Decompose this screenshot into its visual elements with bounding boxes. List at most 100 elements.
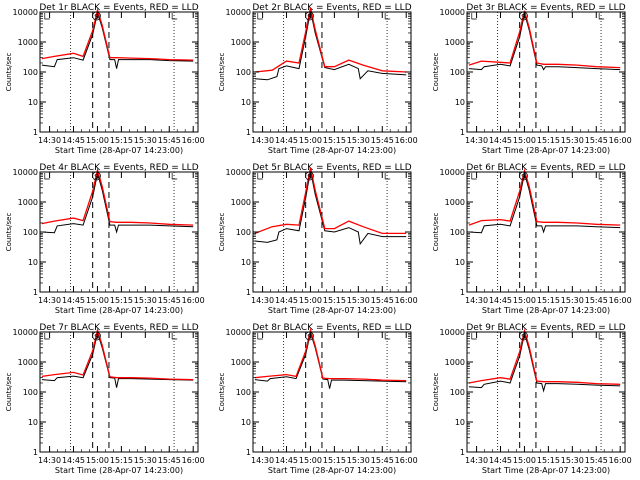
x-tick-label: 15:15	[537, 136, 560, 145]
x-axis-label: Start Time (28-Apr-07 14:23:00)	[268, 466, 396, 475]
marker-label: S	[521, 333, 526, 341]
time-bracket-mark	[598, 13, 605, 20]
y-tick-label: 10	[28, 258, 38, 267]
marker-label: S	[521, 13, 526, 21]
x-tick-label: 15:45	[158, 296, 181, 305]
y-tick-label: 10	[455, 418, 465, 427]
x-tick-label: 16:00	[609, 456, 632, 465]
y-tick-label: 10000	[13, 168, 38, 177]
x-tick-label: 15:30	[347, 296, 370, 305]
lld-series-line	[254, 167, 407, 235]
x-tick-label: 16:00	[609, 296, 632, 305]
y-axis-label: Counts/sec	[432, 213, 440, 252]
x-tick-label: 15:00	[86, 136, 109, 145]
panel-title: Det 7r BLACK = Events, RED = LLD	[39, 323, 198, 333]
y-tick-label: 1000	[231, 198, 251, 207]
x-tick-label: 14:45	[275, 456, 298, 465]
panel-title: Det 2r BLACK = Events, RED = LLD	[252, 3, 411, 13]
x-tick-label: 15:45	[371, 296, 394, 305]
x-tick-label: 16:00	[609, 136, 632, 145]
y-tick-label: 10000	[226, 168, 251, 177]
y-axis-label: Counts/sec	[218, 213, 226, 252]
panel-title: Det 9r BLACK = Events, RED = LLD	[466, 323, 625, 333]
x-axis-label: Start Time (28-Apr-07 14:23:00)	[268, 306, 396, 315]
x-tick-label: 15:45	[585, 296, 608, 305]
y-tick-label: 10	[455, 98, 465, 107]
y-axis-label: Counts/sec	[5, 373, 13, 412]
y-tick-label: 10	[28, 418, 38, 427]
y-tick-label: 1	[460, 288, 465, 297]
x-tick-label: 15:30	[561, 136, 584, 145]
y-tick-label: 1	[33, 448, 38, 457]
y-tick-label: 100	[450, 388, 465, 397]
time-bracket-mark	[257, 333, 263, 340]
x-axis-label: Start Time (28-Apr-07 14:23:00)	[482, 306, 610, 315]
time-bracket-mark	[598, 333, 605, 340]
marker-label: S	[94, 173, 99, 181]
x-tick-label: 15:30	[347, 136, 370, 145]
y-axis-label: Counts/sec	[5, 53, 13, 92]
x-tick-label: 15:15	[537, 456, 560, 465]
y-axis-label: Counts/sec	[218, 53, 226, 92]
time-bracket-mark	[44, 13, 50, 20]
y-tick-label: 1	[33, 288, 38, 297]
panel-title: Det 8r BLACK = Events, RED = LLD	[252, 323, 411, 333]
y-tick-label: 10000	[226, 8, 251, 17]
x-tick-label: 16:00	[182, 296, 205, 305]
x-tick-label: 14:45	[275, 136, 298, 145]
x-tick-label: 14:30	[38, 456, 61, 465]
y-tick-label: 1000	[445, 198, 465, 207]
y-tick-label: 10000	[226, 328, 251, 337]
y-tick-label: 1	[246, 128, 251, 137]
lld-series-line	[41, 7, 194, 61]
y-axis-label: Counts/sec	[5, 213, 13, 252]
marker-label: S	[307, 13, 312, 21]
marker-label: S	[307, 333, 312, 341]
x-tick-label: 15:30	[134, 456, 157, 465]
x-tick-label: 15:15	[323, 136, 346, 145]
y-tick-label: 100	[236, 228, 251, 237]
time-bracket-mark	[257, 173, 263, 180]
y-tick-label: 1	[460, 448, 465, 457]
panel-title: Det 6r BLACK = Events, RED = LLD	[466, 163, 625, 173]
x-tick-label: 15:45	[371, 136, 394, 145]
x-tick-label: 15:00	[86, 456, 109, 465]
events-series-line	[41, 173, 194, 234]
x-tick-label: 14:30	[465, 296, 488, 305]
x-tick-label: 15:15	[537, 296, 560, 305]
events-series-line	[468, 173, 621, 234]
x-tick-label: 14:45	[489, 136, 512, 145]
lld-series-line	[254, 7, 407, 73]
y-tick-label: 100	[450, 68, 465, 77]
y-tick-label: 10	[241, 98, 251, 107]
time-bracket-mark	[384, 173, 391, 180]
y-tick-label: 1000	[18, 198, 38, 207]
x-tick-label: 14:45	[489, 456, 512, 465]
y-axis-label: Counts/sec	[432, 53, 440, 92]
panel-title: Det 1r BLACK = Events, RED = LLD	[39, 3, 198, 13]
x-tick-label: 16:00	[182, 456, 205, 465]
x-tick-label: 15:00	[299, 136, 322, 145]
y-tick-label: 100	[236, 68, 251, 77]
x-tick-label: 15:00	[513, 136, 536, 145]
x-tick-label: 15:15	[323, 296, 346, 305]
y-tick-label: 100	[23, 68, 38, 77]
time-bracket-mark	[471, 13, 477, 20]
x-tick-label: 14:45	[62, 136, 85, 145]
panel-title: Det 4r BLACK = Events, RED = LLD	[39, 163, 198, 173]
y-tick-label: 10000	[440, 8, 465, 17]
x-tick-label: 15:15	[110, 296, 133, 305]
x-tick-label: 16:00	[395, 456, 418, 465]
x-tick-label: 16:00	[395, 136, 418, 145]
x-tick-label: 15:00	[513, 456, 536, 465]
marker-label: S	[94, 13, 99, 21]
time-bracket-mark	[257, 13, 263, 20]
y-tick-label: 10	[455, 258, 465, 267]
x-tick-label: 15:30	[561, 296, 584, 305]
